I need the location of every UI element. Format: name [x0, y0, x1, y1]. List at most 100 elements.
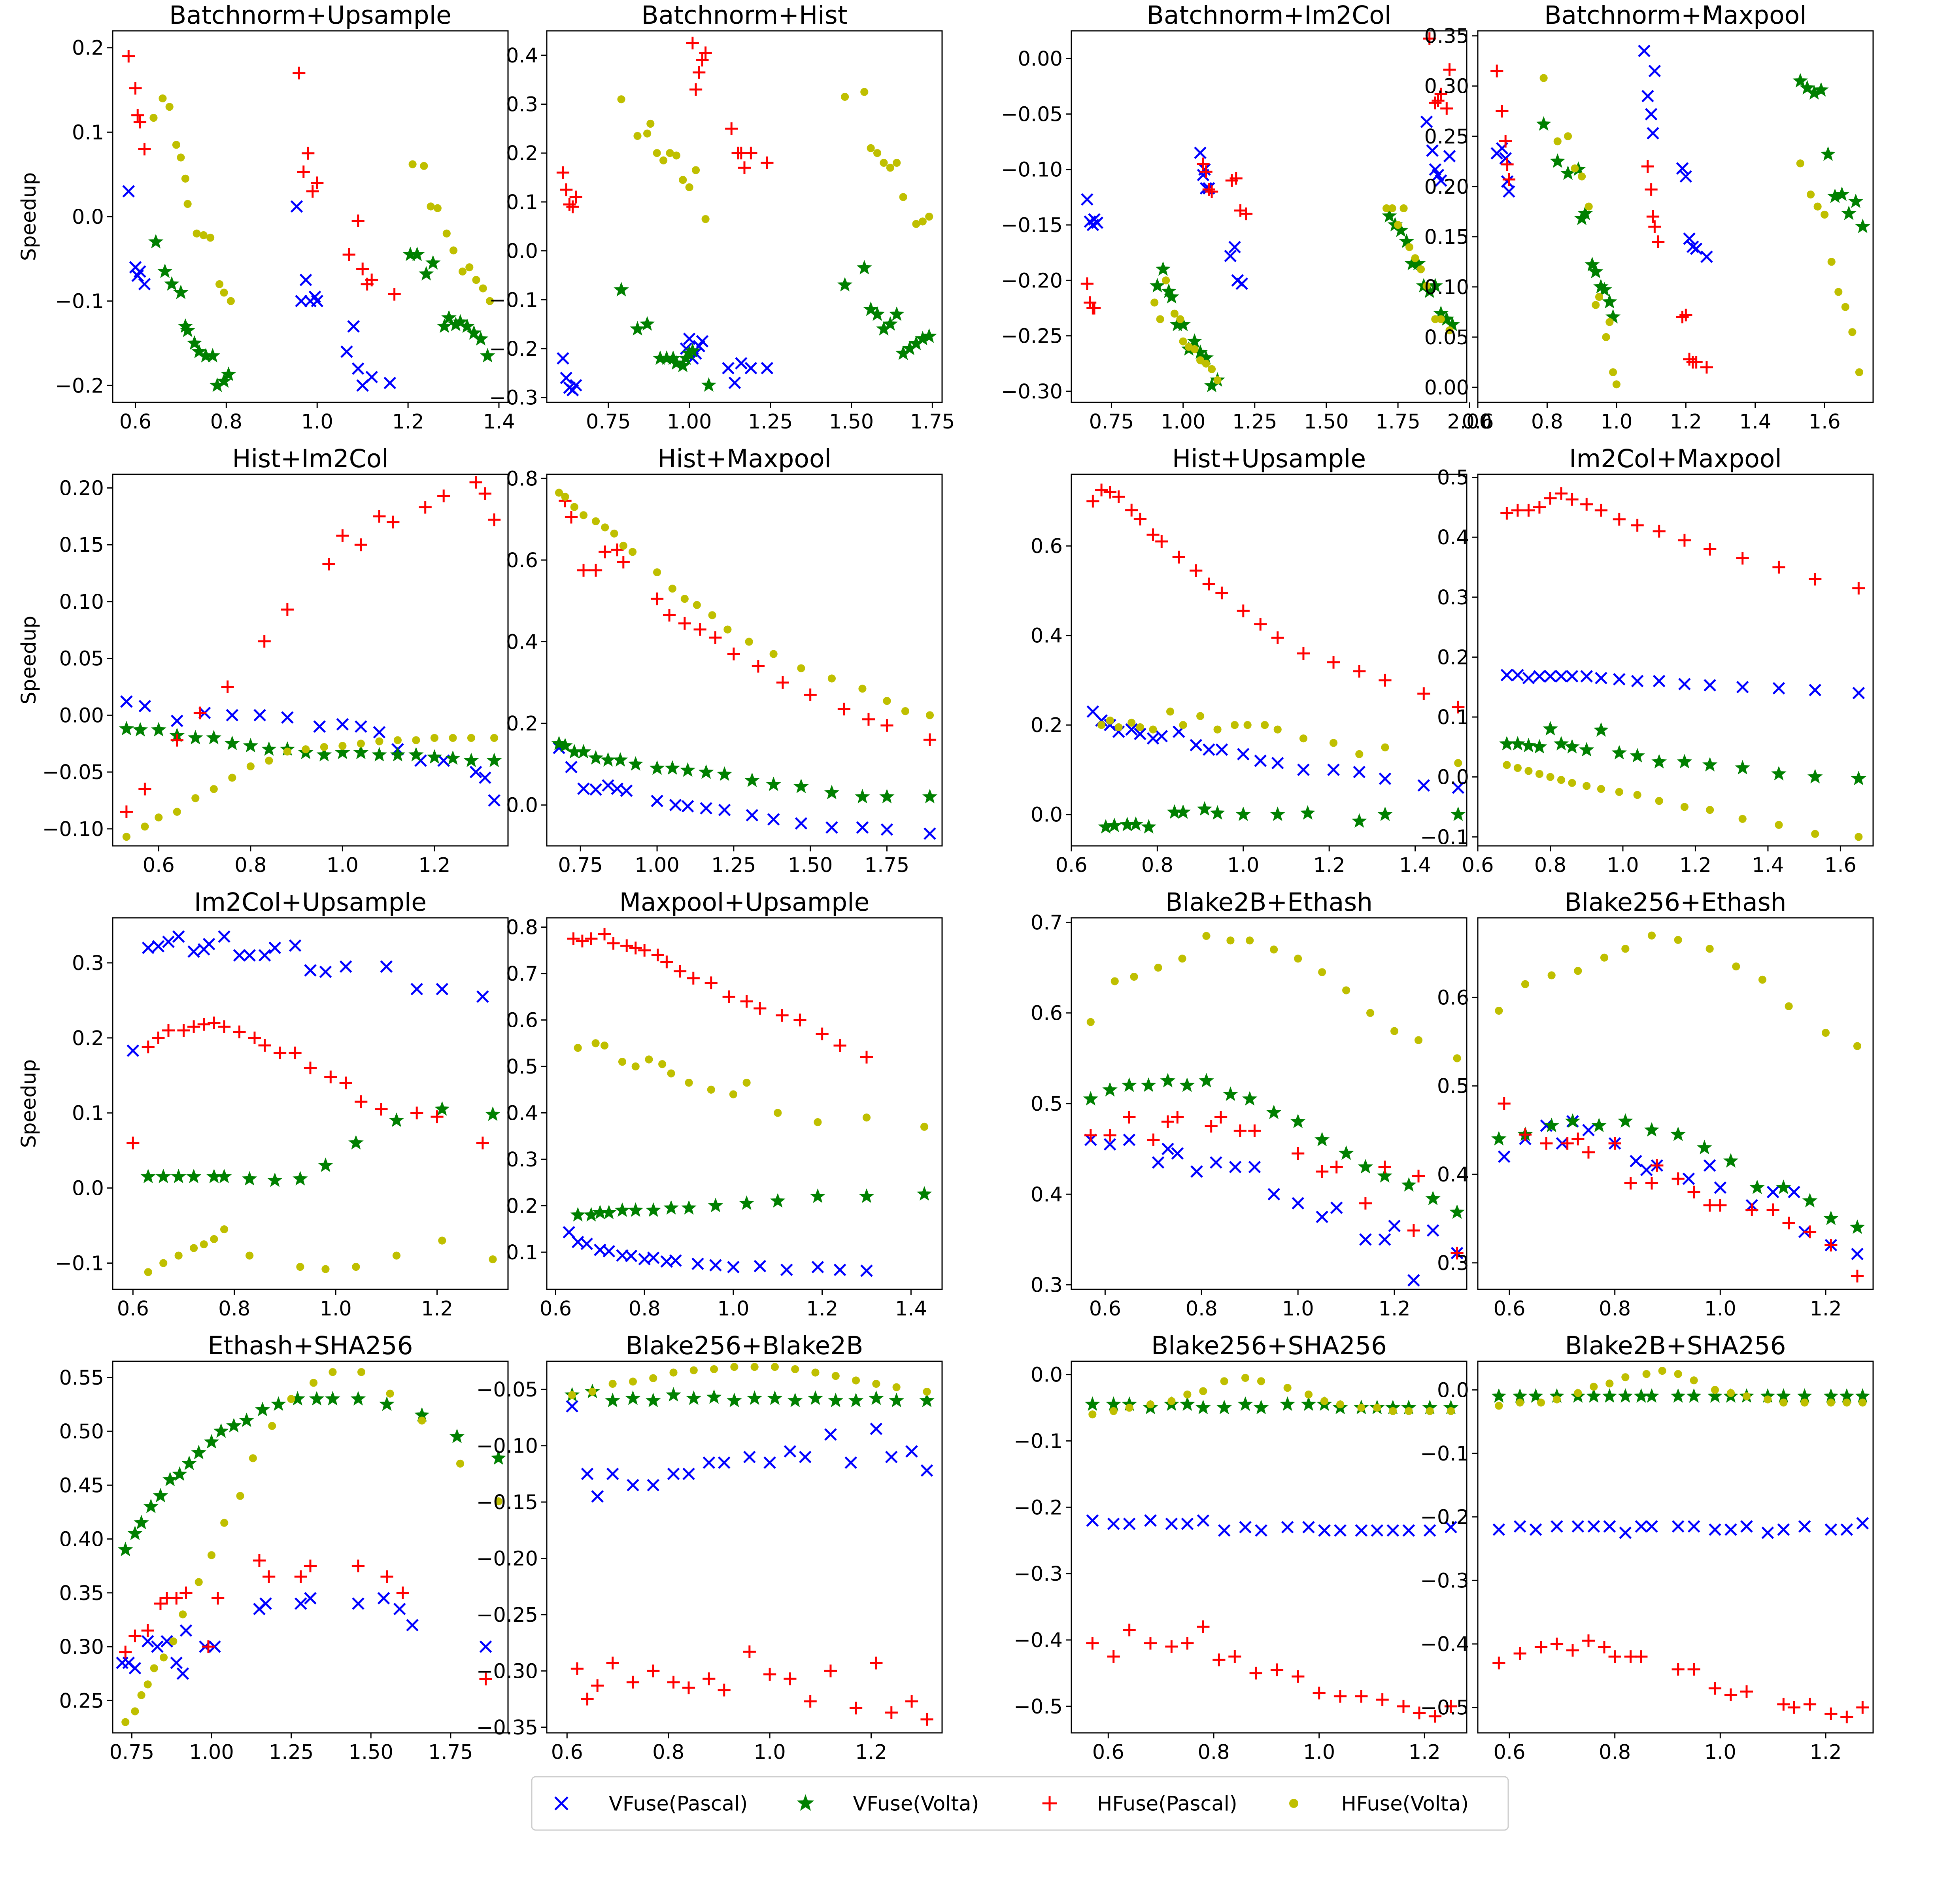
data-point: [1585, 202, 1593, 211]
data-point: [1524, 767, 1533, 775]
data-point: [1592, 301, 1600, 309]
series-hfuse-pascal: [1500, 487, 1865, 595]
data-point: [1535, 770, 1544, 778]
data-point: [1230, 721, 1239, 729]
data-point: [236, 1492, 244, 1500]
data-point: [1855, 368, 1863, 376]
data-point: [667, 1676, 680, 1689]
data-point: [1386, 1524, 1400, 1537]
data-point: [1123, 1623, 1136, 1636]
data-point: [922, 789, 938, 804]
data-point: [309, 1379, 318, 1387]
data-point: [1840, 1523, 1853, 1536]
data-point: [162, 936, 175, 948]
data-point: [322, 557, 335, 571]
panel-hist-maxpool: Hist+Maxpool 0.75 1.00 1.25 1.50 1.75 0.0 0.2 0.…: [506, 444, 943, 877]
data-point: [1858, 1398, 1867, 1407]
data-point: [1213, 1653, 1226, 1666]
data-point: [1678, 677, 1691, 691]
y-tick-label: 0.6: [1031, 535, 1063, 558]
data-point: [653, 568, 661, 576]
y-tick-label: 0.0: [72, 206, 104, 229]
data-point: [144, 1268, 152, 1276]
data-point: [1782, 1217, 1795, 1230]
data-point: [824, 785, 840, 800]
x-tick-label: 0.8: [1531, 410, 1563, 434]
data-point: [127, 1136, 140, 1149]
data-point: [1611, 745, 1627, 760]
series-hfuse-volta: [121, 1368, 502, 1726]
data-point: [1338, 1145, 1354, 1160]
x-tick-label: 1.2: [855, 1741, 887, 1764]
data-point: [924, 827, 936, 840]
data-point: [1342, 986, 1350, 994]
data-point: [1852, 687, 1865, 700]
series-hfuse-volta: [1097, 708, 1462, 767]
data-point: [1687, 1520, 1700, 1533]
data-point: [1647, 931, 1656, 940]
data-point: [1687, 1663, 1700, 1676]
data-point: [722, 362, 735, 375]
x-tick-label: 1.2: [1809, 1741, 1841, 1764]
data-point: [1444, 1700, 1458, 1713]
y-tick-label: 0.7: [506, 962, 538, 986]
y-tick-label: −0.20: [1001, 269, 1063, 292]
data-point: [202, 938, 215, 951]
series-vfuse-pascal: [1500, 669, 1865, 700]
legend-label: HFuse(Volta): [1341, 1793, 1469, 1816]
y-tick-label: 0.55: [59, 1366, 104, 1390]
data-point: [828, 1393, 844, 1408]
data-point: [1378, 1233, 1391, 1246]
data-point: [476, 1136, 489, 1149]
data-point: [1313, 1687, 1326, 1700]
series-hfuse-pascal: [1086, 1620, 1458, 1723]
data-point: [1239, 1521, 1252, 1534]
data-point: [1103, 1129, 1116, 1142]
data-point: [1648, 220, 1661, 233]
data-point: [159, 1653, 168, 1662]
series-hfuse-volta: [144, 1225, 497, 1276]
data-point: [633, 132, 642, 140]
data-point: [373, 726, 386, 739]
data-point: [1149, 725, 1157, 734]
data-point: [808, 1390, 823, 1405]
data-point: [412, 736, 420, 744]
data-point: [589, 564, 602, 577]
data-point: [687, 972, 700, 985]
data-point: [1453, 1054, 1461, 1062]
data-point: [1841, 303, 1849, 311]
data-point: [747, 1390, 762, 1405]
data-point: [1772, 560, 1785, 574]
data-point: [1176, 315, 1184, 323]
data-point: [651, 948, 664, 962]
data-point: [844, 1456, 857, 1469]
series-vfuse-volta: [614, 260, 937, 392]
data-point: [1714, 1199, 1727, 1212]
data-point: [1736, 552, 1749, 565]
data-point: [1136, 723, 1144, 731]
data-point: [1371, 1524, 1384, 1537]
y-tick-label: −0.05: [1001, 103, 1063, 126]
legend-box: [531, 1776, 1509, 1831]
data-point: [577, 564, 590, 577]
data-point: [271, 1396, 286, 1411]
data-point: [1417, 779, 1430, 792]
data-point: [1214, 1111, 1228, 1124]
data-point: [479, 1672, 492, 1685]
legend-label: VFuse(Volta): [853, 1793, 979, 1816]
data-point: [1776, 1179, 1791, 1194]
data-point: [226, 1418, 242, 1432]
data-point: [787, 1393, 803, 1408]
data-point: [293, 66, 306, 79]
data-point: [220, 289, 228, 297]
data-point: [700, 802, 712, 815]
data-point: [1413, 1706, 1426, 1719]
data-point: [591, 1490, 604, 1503]
data-point: [1796, 159, 1804, 168]
data-point: [675, 357, 691, 372]
y-tick-label: 0.05: [1424, 326, 1469, 349]
data-point: [745, 638, 753, 646]
data-point: [154, 1597, 167, 1610]
data-point: [833, 1039, 846, 1052]
x-tick-label: 1.0: [1600, 410, 1632, 434]
